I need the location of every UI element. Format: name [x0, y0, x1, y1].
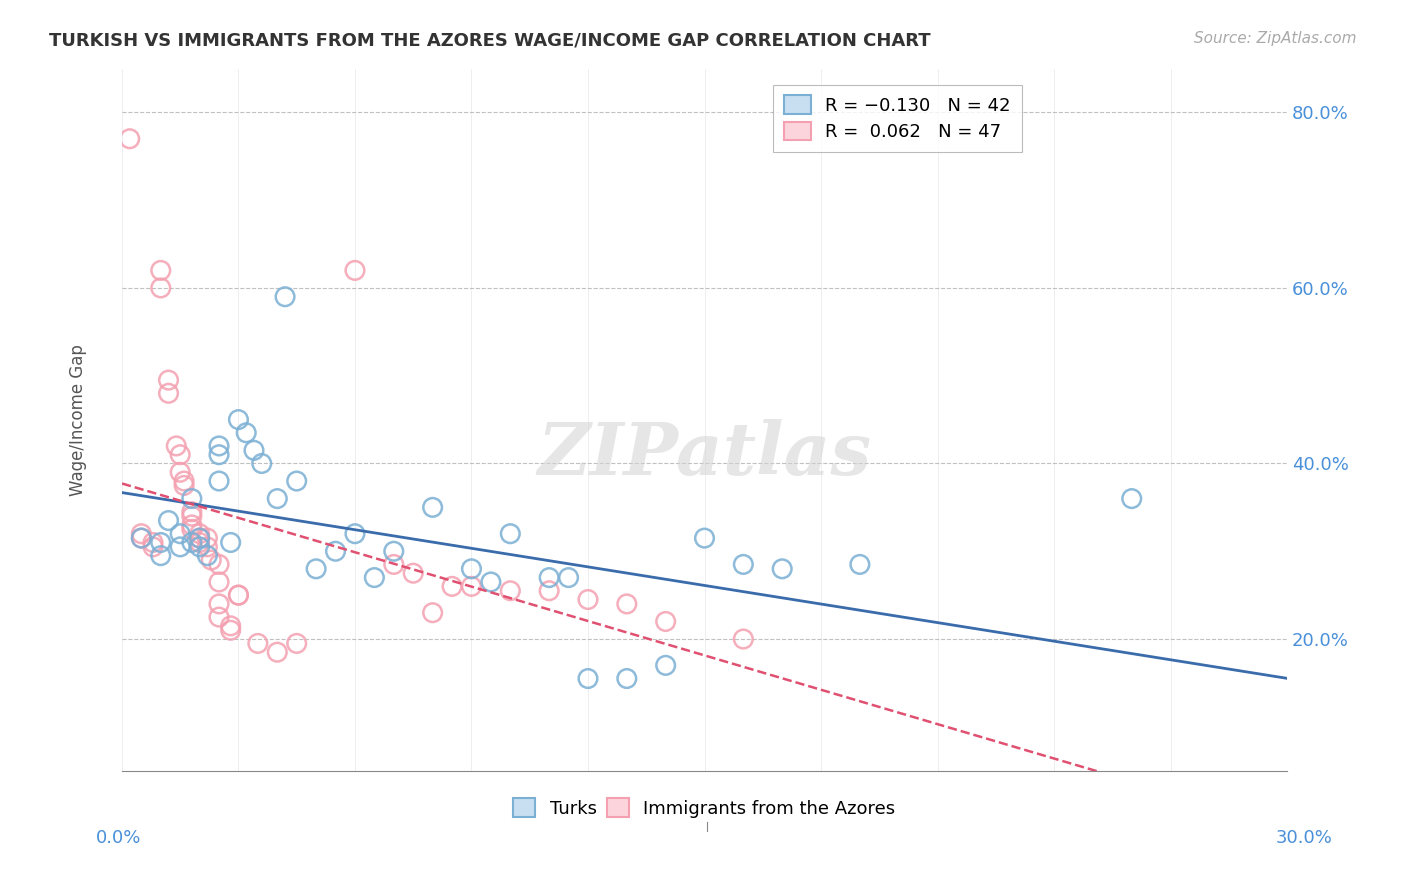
- Point: [149, 535, 172, 549]
- Point: [208, 448, 231, 462]
- Point: [165, 439, 187, 453]
- Point: [228, 588, 250, 602]
- Point: [422, 606, 444, 620]
- Y-axis label: Wage/Income Gap: Wage/Income Gap: [69, 343, 87, 496]
- Point: [1198, 777, 1220, 791]
- Point: [188, 531, 211, 545]
- Point: [460, 562, 482, 576]
- Point: [460, 579, 482, 593]
- Point: [180, 535, 202, 549]
- Point: [169, 526, 191, 541]
- Legend: Turks, Immigrants from the Azores: Turks, Immigrants from the Azores: [506, 791, 903, 825]
- Point: [733, 558, 755, 572]
- Point: [173, 478, 195, 492]
- Point: [228, 588, 250, 602]
- Point: [499, 583, 522, 598]
- Point: [228, 412, 250, 426]
- Point: [131, 531, 153, 545]
- Point: [149, 549, 172, 563]
- Point: [200, 553, 222, 567]
- Point: [195, 540, 218, 554]
- Text: 0.0%: 0.0%: [96, 829, 141, 847]
- Point: [654, 658, 676, 673]
- Point: [343, 263, 366, 277]
- Point: [157, 386, 180, 401]
- Point: [180, 491, 202, 506]
- Point: [382, 544, 405, 558]
- Point: [169, 465, 191, 479]
- Point: [576, 672, 599, 686]
- Point: [131, 531, 153, 545]
- Point: [325, 544, 347, 558]
- Point: [246, 636, 269, 650]
- Point: [305, 562, 328, 576]
- Point: [118, 132, 141, 146]
- Point: [208, 474, 231, 488]
- Point: [363, 571, 385, 585]
- Point: [557, 571, 579, 585]
- Point: [157, 514, 180, 528]
- Point: [219, 619, 242, 633]
- Point: [733, 632, 755, 646]
- Point: [157, 373, 180, 387]
- Point: [149, 281, 172, 295]
- Point: [149, 263, 172, 277]
- Point: [131, 526, 153, 541]
- Point: [219, 535, 242, 549]
- Point: [169, 448, 191, 462]
- Point: [169, 540, 191, 554]
- Point: [180, 522, 202, 536]
- Point: [382, 558, 405, 572]
- Point: [693, 531, 716, 545]
- Text: ZIPatlas: ZIPatlas: [537, 419, 872, 491]
- Point: [195, 549, 218, 563]
- Point: [616, 597, 638, 611]
- Point: [243, 443, 266, 458]
- Point: [285, 474, 308, 488]
- Point: [188, 540, 211, 554]
- Text: TURKISH VS IMMIGRANTS FROM THE AZORES WAGE/INCOME GAP CORRELATION CHART: TURKISH VS IMMIGRANTS FROM THE AZORES WA…: [49, 31, 931, 49]
- Point: [180, 505, 202, 519]
- Point: [285, 636, 308, 650]
- Point: [142, 535, 165, 549]
- Point: [770, 562, 793, 576]
- Point: [266, 491, 288, 506]
- Point: [616, 672, 638, 686]
- Point: [849, 558, 872, 572]
- Point: [266, 645, 288, 659]
- Text: 30.0%: 30.0%: [1277, 829, 1333, 847]
- Point: [1121, 491, 1143, 506]
- Point: [343, 526, 366, 541]
- Point: [402, 566, 425, 581]
- Point: [188, 526, 211, 541]
- Point: [422, 500, 444, 515]
- Point: [654, 615, 676, 629]
- Point: [538, 571, 561, 585]
- Point: [208, 558, 231, 572]
- Point: [250, 457, 273, 471]
- Point: [441, 579, 464, 593]
- Point: [180, 517, 202, 532]
- Point: [219, 624, 242, 638]
- Point: [479, 574, 502, 589]
- Point: [274, 290, 297, 304]
- Text: Source: ZipAtlas.com: Source: ZipAtlas.com: [1194, 31, 1357, 46]
- Point: [538, 583, 561, 598]
- Point: [208, 610, 231, 624]
- Point: [208, 439, 231, 453]
- Point: [499, 526, 522, 541]
- Point: [142, 540, 165, 554]
- Point: [180, 509, 202, 524]
- Point: [208, 574, 231, 589]
- Point: [188, 535, 211, 549]
- Point: [195, 531, 218, 545]
- Point: [208, 597, 231, 611]
- Point: [188, 531, 211, 545]
- Point: [235, 425, 257, 440]
- Point: [173, 474, 195, 488]
- Point: [576, 592, 599, 607]
